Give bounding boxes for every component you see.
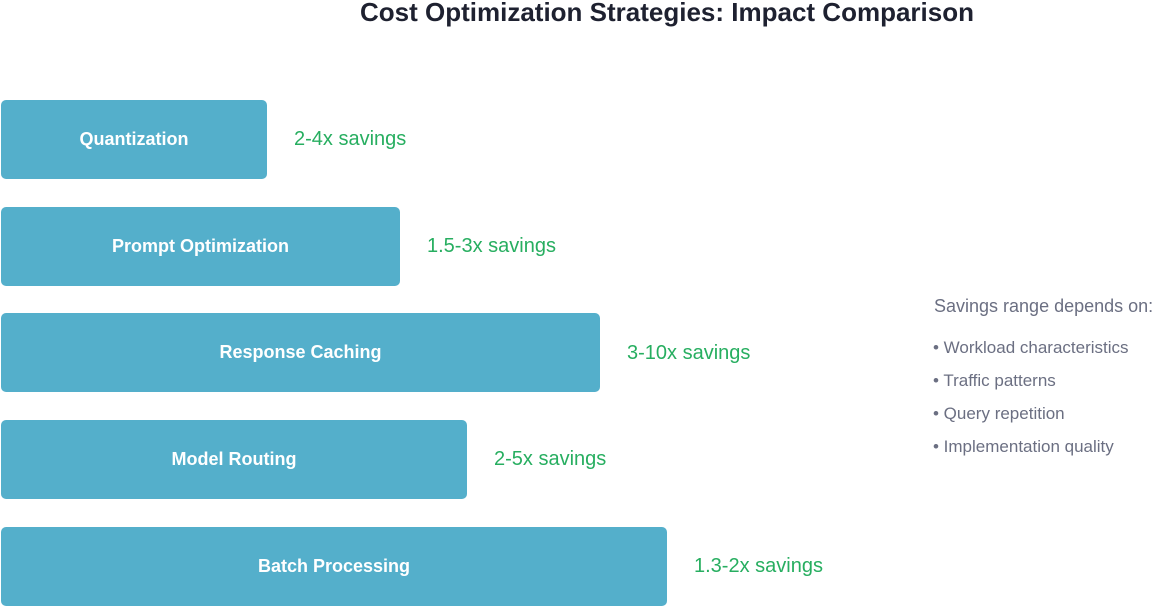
savings-model-routing: 2-5x savings — [494, 448, 607, 470]
bar-response-caching: Response Caching — [1, 313, 600, 392]
bar-model-routing: Model Routing — [1, 420, 467, 499]
bar-prompt-optimization: Prompt Optimization — [1, 207, 400, 286]
bar-batch-processing: Batch Processing — [1, 527, 667, 606]
bar-label: Model Routing — [171, 449, 297, 469]
note-item: • Traffic patterns — [933, 371, 1056, 390]
bar-label: Prompt Optimization — [112, 236, 289, 256]
savings-batch-processing: 1.3-2x savings — [694, 555, 823, 577]
chart-title: Cost Optimization Strategies: Impact Com… — [360, 0, 974, 27]
note-item: • Implementation quality — [933, 437, 1114, 456]
note-item: • Query repetition — [933, 404, 1065, 423]
bar-label: Quantization — [79, 129, 189, 149]
bar-label: Response Caching — [219, 342, 382, 362]
savings-response-caching: 3-10x savings — [627, 342, 751, 364]
note-item: • Workload characteristics — [933, 338, 1129, 357]
notes-heading: Savings range depends on: — [934, 296, 1154, 316]
savings-prompt-optimization: 1.5-3x savings — [427, 235, 556, 257]
bar-quantization: Quantization — [1, 100, 267, 179]
savings-quantization: 2-4x savings — [294, 128, 407, 150]
bar-label: Batch Processing — [257, 556, 411, 576]
